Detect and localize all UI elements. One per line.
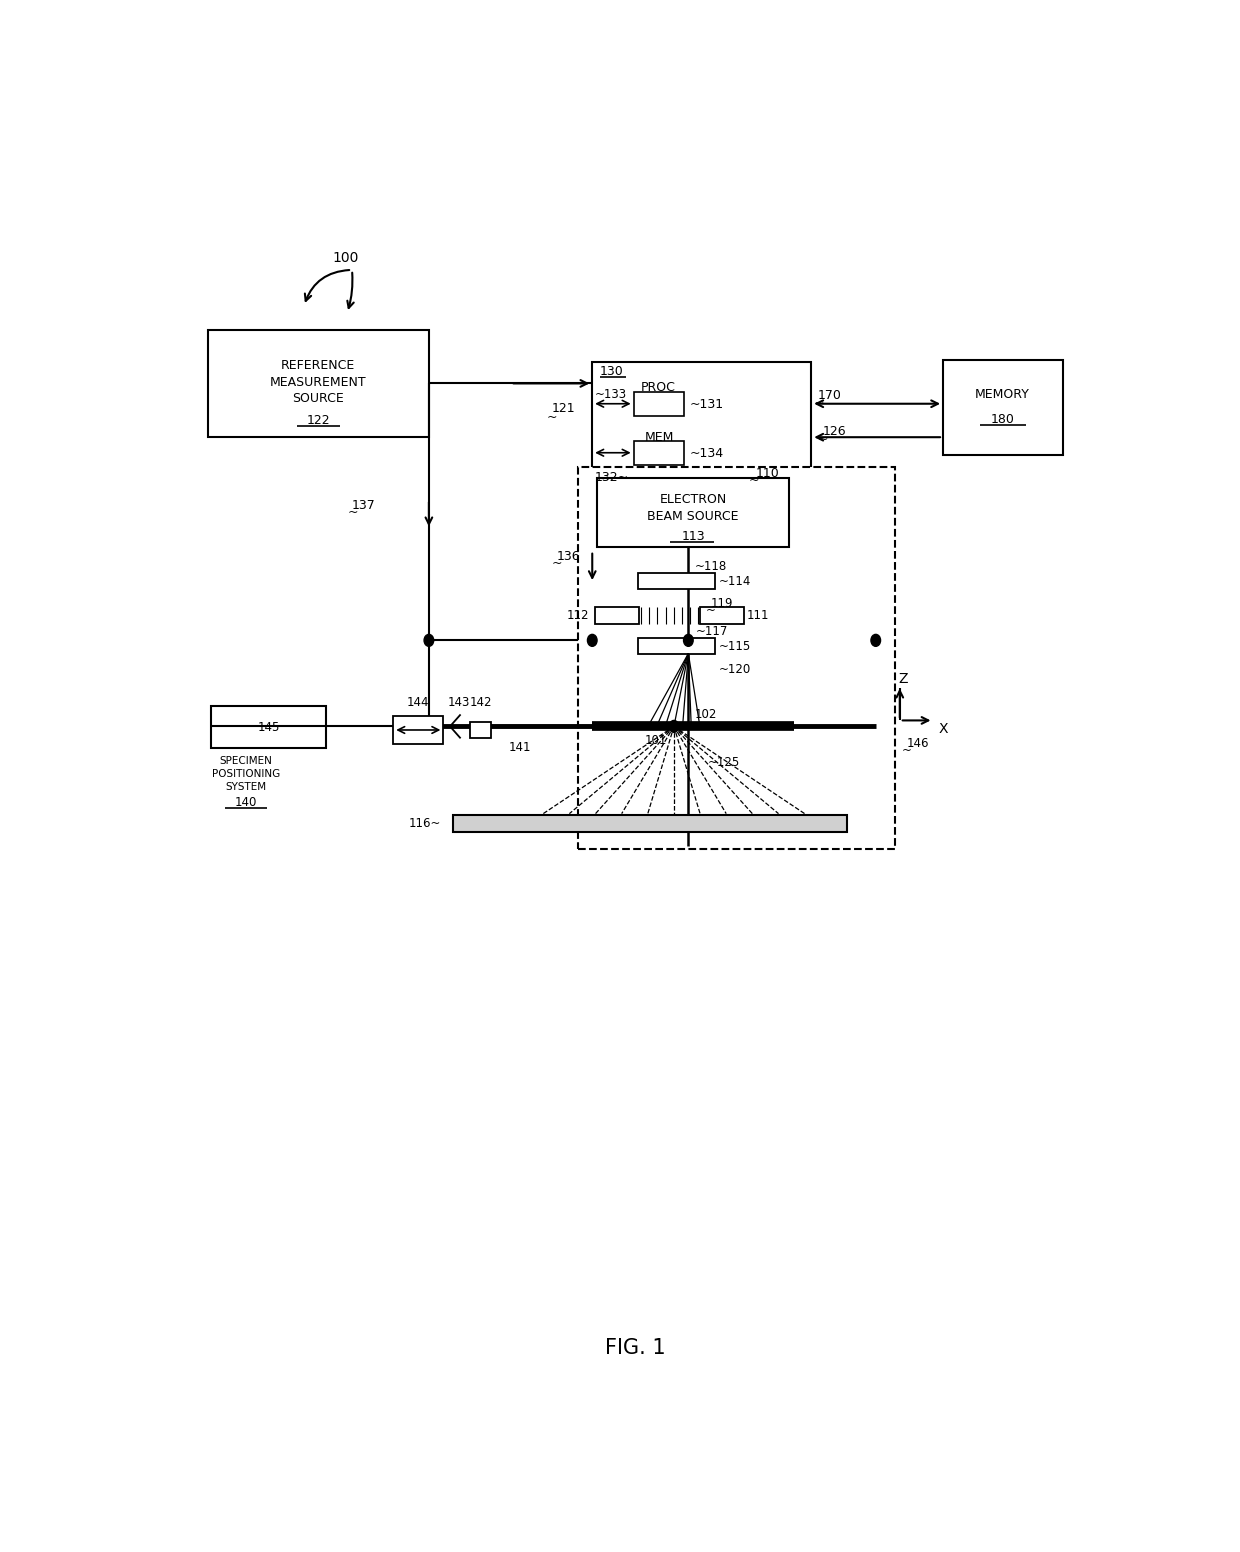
Text: ~: ~ [547, 410, 558, 424]
Text: MEM: MEM [645, 431, 675, 444]
FancyBboxPatch shape [639, 573, 715, 588]
FancyBboxPatch shape [578, 467, 895, 849]
Text: 132~: 132~ [595, 472, 629, 484]
Text: ~: ~ [552, 557, 563, 571]
Text: 145: 145 [257, 722, 279, 734]
Text: 140: 140 [236, 796, 258, 810]
Text: 141: 141 [508, 742, 532, 754]
Text: ~131: ~131 [689, 399, 723, 411]
Text: BEAM SOURCE: BEAM SOURCE [647, 509, 739, 523]
FancyBboxPatch shape [634, 441, 683, 464]
FancyBboxPatch shape [393, 715, 444, 745]
Text: ~125: ~125 [708, 756, 740, 768]
Text: REFERENCE: REFERENCE [281, 359, 356, 372]
FancyBboxPatch shape [634, 391, 683, 416]
Text: 119: 119 [711, 598, 733, 610]
Text: SYSTEM: SYSTEM [226, 782, 267, 793]
Circle shape [683, 635, 693, 646]
Text: 121: 121 [552, 402, 575, 414]
Text: FIG. 1: FIG. 1 [605, 1338, 666, 1358]
Text: ~: ~ [347, 506, 357, 518]
Text: 142: 142 [470, 695, 492, 709]
FancyBboxPatch shape [453, 815, 847, 832]
Text: 146: 146 [906, 737, 929, 750]
Text: Z: Z [898, 672, 908, 686]
Text: 137: 137 [352, 498, 376, 512]
FancyBboxPatch shape [211, 706, 326, 748]
Text: 111: 111 [746, 608, 770, 622]
Text: ~: ~ [813, 397, 823, 410]
Text: 180: 180 [991, 413, 1014, 425]
Text: ~118: ~118 [696, 560, 728, 573]
FancyBboxPatch shape [596, 478, 789, 548]
Text: SOURCE: SOURCE [293, 393, 345, 405]
Text: ~134: ~134 [689, 447, 723, 461]
Text: 170: 170 [818, 390, 842, 402]
FancyBboxPatch shape [208, 329, 429, 438]
Text: ~117: ~117 [696, 625, 728, 638]
Text: ~120: ~120 [719, 663, 751, 675]
Text: ~133: ~133 [595, 388, 627, 400]
Text: 143: 143 [448, 695, 470, 709]
Text: 102: 102 [696, 708, 718, 722]
Text: 144: 144 [407, 695, 429, 709]
Circle shape [670, 720, 678, 733]
FancyBboxPatch shape [942, 360, 1063, 455]
Text: 112: 112 [567, 608, 589, 622]
Text: MEMORY: MEMORY [975, 388, 1030, 400]
Text: 110: 110 [755, 467, 780, 480]
Text: ~: ~ [818, 433, 828, 445]
FancyBboxPatch shape [593, 362, 811, 490]
Text: 136: 136 [557, 551, 580, 563]
Text: 116~: 116~ [409, 816, 441, 830]
Text: ~114: ~114 [719, 576, 751, 588]
Text: 126: 126 [823, 425, 847, 438]
Text: ~115: ~115 [719, 639, 751, 653]
Text: ELECTRON: ELECTRON [660, 494, 727, 506]
FancyBboxPatch shape [595, 607, 640, 624]
Text: PROC: PROC [640, 380, 676, 394]
Text: SPECIMEN: SPECIMEN [219, 756, 273, 767]
Text: POSITIONING: POSITIONING [212, 770, 280, 779]
Text: 100: 100 [332, 251, 360, 265]
FancyBboxPatch shape [639, 638, 715, 653]
Text: ~: ~ [901, 743, 911, 757]
Text: 101: 101 [645, 734, 667, 747]
Text: 113: 113 [681, 529, 706, 543]
Circle shape [870, 635, 880, 646]
Text: ~: ~ [706, 604, 715, 618]
Text: ~: ~ [749, 473, 759, 487]
FancyBboxPatch shape [470, 722, 491, 739]
Text: X: X [939, 722, 947, 736]
Text: MEASUREMENT: MEASUREMENT [270, 376, 367, 388]
Circle shape [588, 635, 596, 646]
Text: 130: 130 [600, 365, 624, 379]
Text: 122: 122 [306, 414, 330, 427]
FancyBboxPatch shape [699, 607, 744, 624]
Circle shape [424, 635, 434, 646]
